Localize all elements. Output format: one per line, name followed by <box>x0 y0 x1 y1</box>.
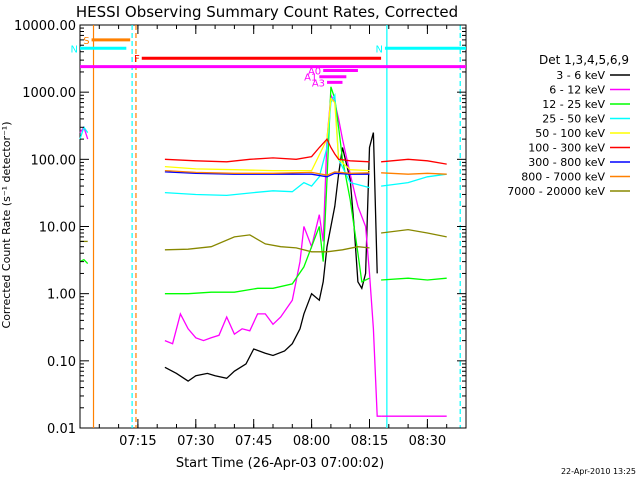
flag-label: F <box>134 54 140 65</box>
flag-label: N <box>375 44 382 55</box>
series-line <box>164 86 370 295</box>
flag-label: N <box>71 44 78 55</box>
post-eclipse-line <box>381 158 447 165</box>
x-axis-label: Start Time (26-Apr-03 07:00:02) <box>176 456 384 471</box>
legend-label: 100 - 300 keV <box>528 142 605 155</box>
flag-label: S <box>83 36 89 47</box>
legend-label: 3 - 6 keV <box>556 69 605 82</box>
x-tick-label: 07:30 <box>177 434 214 449</box>
legend-label: 300 - 800 keV <box>528 156 605 169</box>
legend-label: 25 - 50 keV <box>542 113 605 126</box>
legend-label: 50 - 100 keV <box>535 127 605 140</box>
y-tick-label: 10000.00 <box>14 19 76 34</box>
series-line <box>164 92 370 197</box>
legend-label: 6 - 12 keV <box>549 84 605 97</box>
series-line <box>164 169 370 176</box>
flag-label: A1 <box>304 73 317 84</box>
y-tick-label: 100.00 <box>31 153 77 168</box>
x-tick-label: 07:45 <box>235 434 272 449</box>
y-tick-label: 1000.00 <box>22 86 76 101</box>
y-axis: 10000.00 1000.00 100.00 10.00 1.00 0.10 0.01 <box>14 19 466 437</box>
x-tick-label: 07:15 <box>119 434 156 449</box>
plot-frame <box>79 24 467 429</box>
y-tick-label: 1.00 <box>47 288 76 303</box>
y-tick-label: 10.00 <box>39 221 76 236</box>
series-line <box>164 234 370 253</box>
y-tick-label: 0.01 <box>47 422 76 437</box>
legend-title: Det 1,3,4,5,6,9 <box>539 53 629 67</box>
footer-date: 22-Apr-2010 13:25 <box>561 467 636 476</box>
legend-label: 12 - 25 keV <box>542 98 605 111</box>
flag-label: A0 <box>308 67 321 78</box>
pre-gap-line <box>79 258 89 265</box>
legend-label: 7000 - 20000 keV <box>507 185 605 198</box>
post-eclipse-line <box>381 173 447 187</box>
series-line <box>164 171 370 178</box>
series-line <box>164 92 382 417</box>
x-axis: 07:15 07:30 07:45 08:00 08:15 08:30 <box>79 25 467 449</box>
series-line <box>164 137 370 163</box>
legend-label: 800 - 7000 keV <box>521 171 605 184</box>
flag-label: A3 <box>312 78 325 89</box>
post-eclipse-line <box>381 228 447 238</box>
post-eclipse-line <box>381 172 447 175</box>
chart-title: HESSI Observing Summary Count Rates, Cor… <box>76 3 458 21</box>
y-axis-label: Corrected Count Rate (s⁻¹ detector⁻¹) <box>0 122 13 329</box>
post-eclipse-line <box>381 277 447 281</box>
x-tick-label: 08:30 <box>409 434 446 449</box>
y-tick-label: 0.10 <box>47 355 76 370</box>
series-line <box>164 132 378 382</box>
x-tick-label: 08:15 <box>351 434 388 449</box>
x-tick-label: 08:00 <box>293 434 330 449</box>
